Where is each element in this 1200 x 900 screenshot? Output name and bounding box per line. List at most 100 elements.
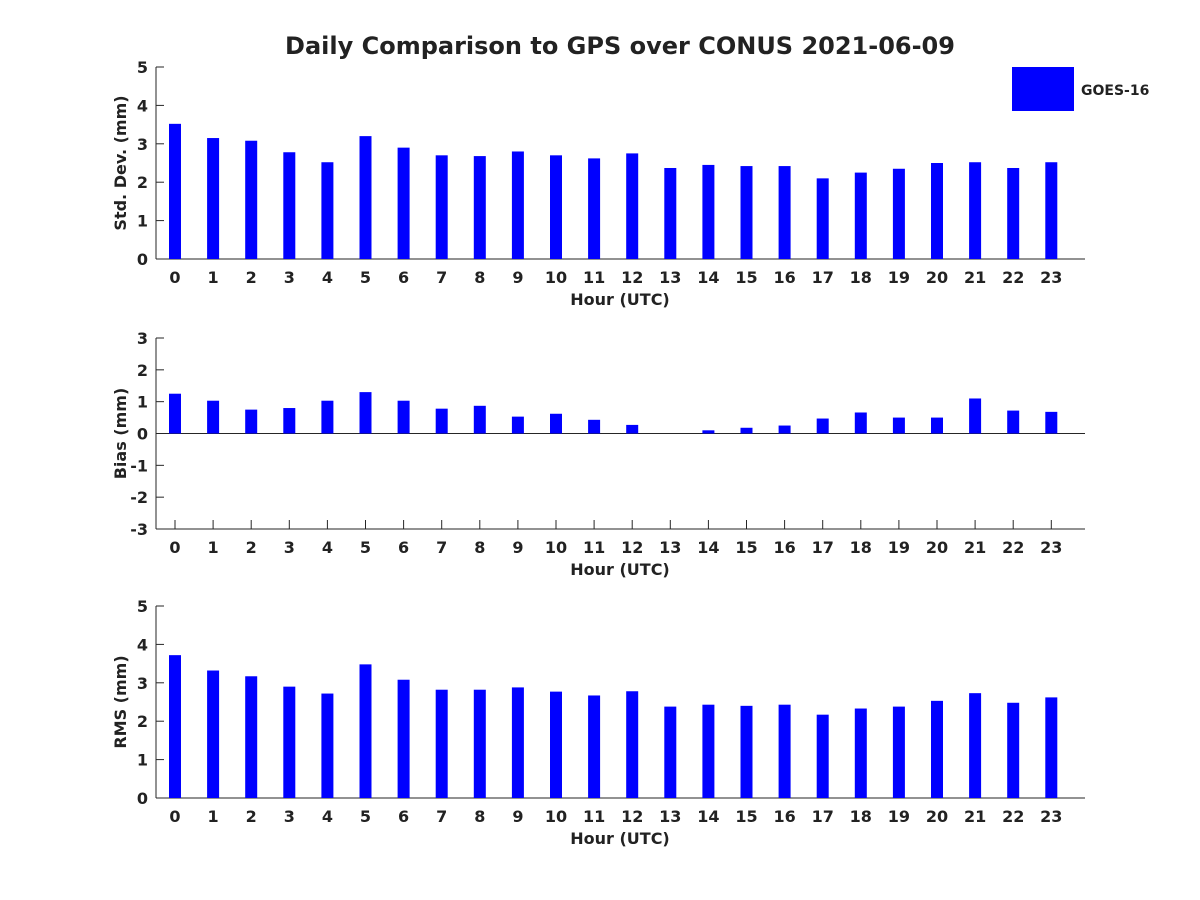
rms-xtick-label: 22 <box>1002 807 1024 826</box>
bias-bar-hour-1 <box>207 400 220 434</box>
bias-xtick-label: 0 <box>169 538 180 557</box>
bias-bar-hour-20 <box>931 417 943 434</box>
bias-xtick-label: 16 <box>773 538 795 557</box>
std-dev-bar-hour-17 <box>816 178 829 259</box>
rms-bar-hour-10 <box>550 691 562 798</box>
bias-bar-hour-4 <box>321 400 334 434</box>
bias-bar-hour-22 <box>1007 410 1020 434</box>
bias-xtick-label: 8 <box>474 538 485 557</box>
bias-bar-hour-5 <box>359 392 372 434</box>
std-dev-ytick-label: 2 <box>137 173 148 192</box>
rms-ytick-label: 5 <box>137 597 148 616</box>
std-dev-xtick-label: 0 <box>169 268 180 287</box>
rms-xtick-label: 12 <box>621 807 643 826</box>
std-dev-bar-hour-18 <box>854 172 867 259</box>
bias-xtick-label: 22 <box>1002 538 1024 557</box>
bias-xtick-label: 23 <box>1040 538 1062 557</box>
std-dev-bar-hour-9 <box>511 151 524 259</box>
rms-xtick-label: 3 <box>284 807 295 826</box>
bias-ytick-label: 0 <box>137 425 148 444</box>
rms-xtick-label: 20 <box>926 807 948 826</box>
rms-xtick-label: 16 <box>773 807 795 826</box>
std-dev-xtick-label: 22 <box>1002 268 1024 287</box>
bias-bar-hour-9 <box>511 416 524 434</box>
bias-xtick-label: 15 <box>735 538 757 557</box>
std-dev-bar-hour-20 <box>931 163 943 259</box>
bias-bar-hour-6 <box>397 400 410 434</box>
std-dev-xtick-label: 4 <box>322 268 333 287</box>
bias-bar-hour-19 <box>892 417 905 434</box>
rms-xtick-label: 21 <box>964 807 986 826</box>
bias-xtick-label: 3 <box>284 538 295 557</box>
std-dev-xtick-label: 21 <box>964 268 986 287</box>
rms-ylabel: RMS (mm) <box>111 655 130 748</box>
std-dev-bar-hour-3 <box>283 152 296 259</box>
rms-bar-hour-22 <box>1007 702 1020 798</box>
rms-xtick-label: 19 <box>888 807 910 826</box>
std-dev-bar-hour-22 <box>1007 167 1020 259</box>
std-dev-bar-hour-8 <box>473 156 486 259</box>
std-dev-ytick-label: 3 <box>137 135 148 154</box>
bias-bar-hour-12 <box>626 424 639 434</box>
std-dev-xtick-label: 8 <box>474 268 485 287</box>
bias-xtick-label: 11 <box>583 538 605 557</box>
bias-bar-hour-7 <box>435 408 448 434</box>
rms-ytick-label: 2 <box>137 712 148 731</box>
rms-xtick-label: 0 <box>169 807 180 826</box>
std-dev-ytick-label: 0 <box>137 250 148 269</box>
std-dev-xtick-label: 3 <box>284 268 295 287</box>
rms-bar-hour-17 <box>816 714 829 798</box>
rms-bar-hour-3 <box>283 686 296 798</box>
std-dev-xtick-label: 18 <box>850 268 872 287</box>
std-dev-bar-hour-0 <box>169 123 181 259</box>
std-dev-xtick-label: 19 <box>888 268 910 287</box>
rms-xtick-label: 15 <box>735 807 757 826</box>
bias-bar-hour-18 <box>854 412 867 434</box>
std-dev-bar-hour-13 <box>664 167 677 259</box>
bias-ytick-label: 1 <box>137 393 148 412</box>
std-dev-bar-hour-7 <box>435 155 448 259</box>
rms-xtick-label: 6 <box>398 807 409 826</box>
rms-xtick-label: 4 <box>322 807 333 826</box>
bias-ytick-label: -3 <box>130 520 148 539</box>
std-dev-xtick-label: 5 <box>360 268 371 287</box>
std-dev-xtick-label: 9 <box>512 268 523 287</box>
rms-ytick-label: 4 <box>137 635 148 654</box>
std-dev-bar-hour-15 <box>740 166 753 259</box>
std-dev-xtick-label: 20 <box>926 268 948 287</box>
rms-xtick-label: 11 <box>583 807 605 826</box>
bias-xtick-label: 20 <box>926 538 948 557</box>
bias-xtick-label: 5 <box>360 538 371 557</box>
std-dev-xtick-label: 2 <box>246 268 257 287</box>
bias-xtick-label: 14 <box>697 538 719 557</box>
bias-xtick-label: 2 <box>246 538 257 557</box>
std-dev-bar-hour-5 <box>359 136 372 259</box>
std-dev-bar-hour-16 <box>778 166 791 259</box>
rms-xtick-label: 14 <box>697 807 719 826</box>
rms-bar-hour-8 <box>473 689 486 798</box>
std-dev-xtick-label: 11 <box>583 268 605 287</box>
rms-bar-hour-11 <box>588 695 601 798</box>
rms-bar-hour-16 <box>778 704 791 798</box>
std-dev-ytick-label: 4 <box>137 96 148 115</box>
std-dev-ytick-label: 1 <box>137 212 148 231</box>
bias-bar-hour-21 <box>969 398 982 434</box>
bias-bar-hour-14 <box>702 430 715 434</box>
legend: GOES-16 <box>1012 67 1149 111</box>
rms-xtick-label: 18 <box>850 807 872 826</box>
std-dev-bar-hour-14 <box>702 164 715 259</box>
std-dev-bar-hour-2 <box>245 140 258 259</box>
bias-xtick-label: 19 <box>888 538 910 557</box>
rms-xtick-label: 7 <box>436 807 447 826</box>
rms-bar-hour-6 <box>397 679 410 798</box>
std-dev-bar-hour-1 <box>207 138 220 259</box>
std-dev-xtick-label: 16 <box>773 268 795 287</box>
std-dev-bar-hour-4 <box>321 162 334 259</box>
std-dev-xtick-label: 12 <box>621 268 643 287</box>
rms-bar-hour-18 <box>854 708 867 798</box>
bias-xlabel: Hour (UTC) <box>570 560 670 579</box>
